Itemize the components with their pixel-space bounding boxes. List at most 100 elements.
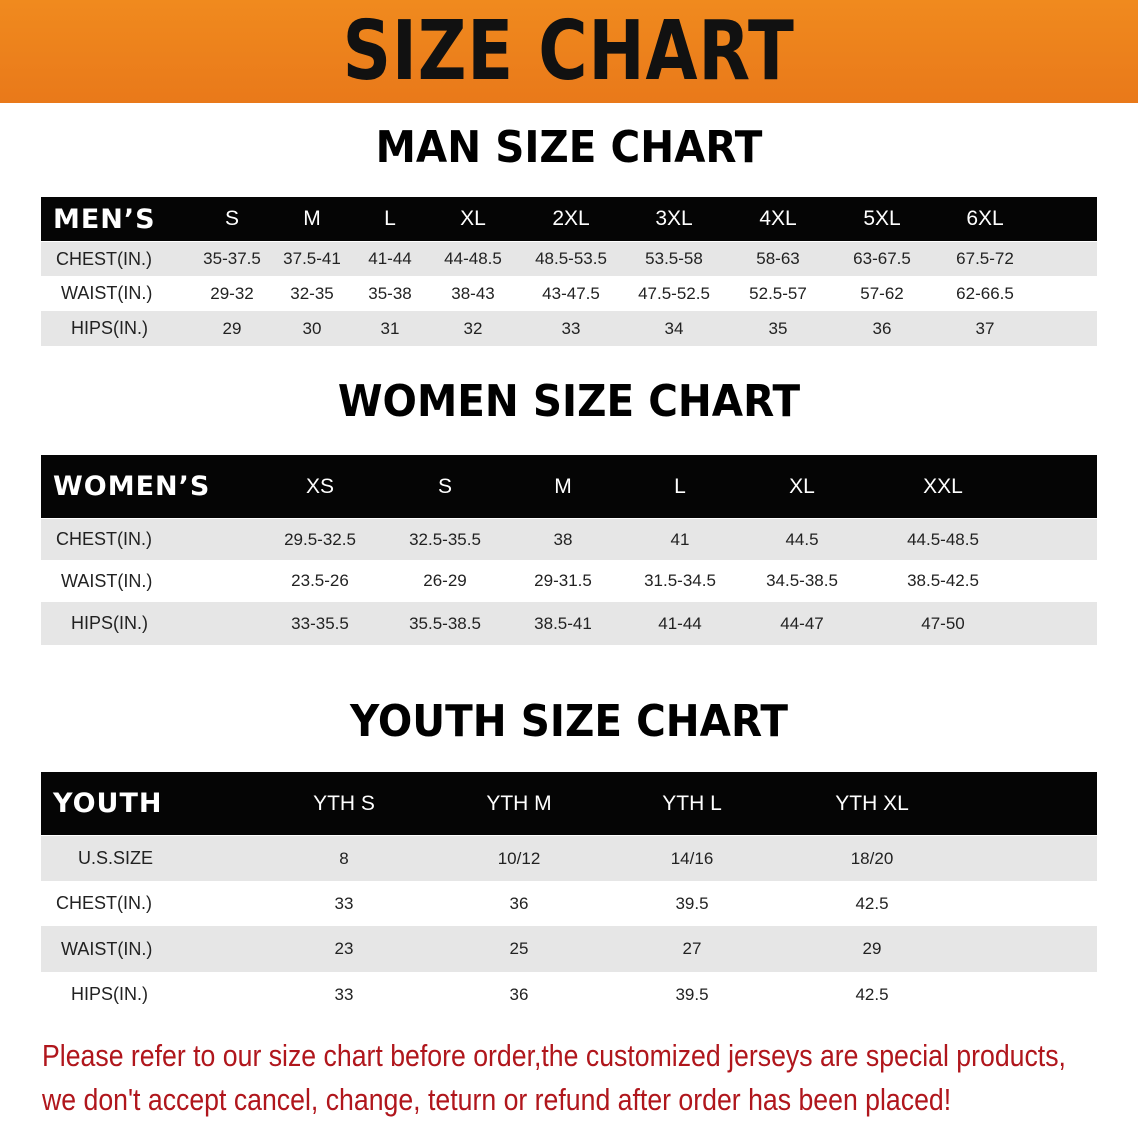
- size-header: M: [303, 207, 321, 230]
- size-header: YTH L: [662, 791, 722, 815]
- table-cell: 29: [222, 318, 242, 338]
- size-header: L: [674, 474, 686, 498]
- row-label: CHEST(IN.): [56, 248, 152, 269]
- table-cell: 32: [463, 318, 483, 338]
- table-cell: 41: [670, 529, 690, 549]
- table-cell: 48.5-53.5: [535, 249, 607, 268]
- table-header-row: YOUTH YTH S YTH M YTH L YTH XL: [41, 772, 1097, 835]
- table-cell: 14/16: [670, 848, 714, 868]
- table-row: CHEST(IN.) 29.5-32.5 32.5-35.5 38 41 44.5 44.5…: [41, 519, 1097, 560]
- table-cell: 23: [334, 939, 354, 958]
- table-cell: 36: [872, 318, 892, 338]
- banner: SIZE CHART: [0, 0, 1138, 103]
- table-cell: 26-29: [423, 571, 467, 590]
- table-cell: 36: [509, 893, 529, 913]
- table-header-label: WOMEN’S: [53, 471, 211, 502]
- table-cell: 44.5: [785, 529, 819, 549]
- table-cell: 44-48.5: [444, 249, 502, 268]
- table-cell: 44.5-48.5: [907, 529, 979, 549]
- table-cell: 38.5-41: [534, 613, 592, 633]
- table-cell: 27: [682, 939, 702, 958]
- table-cell: 32-35: [290, 283, 334, 303]
- row-label: HIPS(IN.): [71, 318, 149, 338]
- size-header: 4XL: [759, 207, 797, 230]
- youth-title: YOUTH SIZE CHART: [350, 696, 788, 747]
- table-cell: 33: [561, 318, 581, 338]
- table-row: HIPS(IN.) 29 30 31 32 33 34 35 36 37: [41, 311, 1097, 346]
- table-cell: 33: [334, 984, 354, 1004]
- table-cell: 31: [380, 318, 400, 338]
- table-cell: 10/12: [497, 848, 541, 868]
- table-cell: 29-32: [210, 283, 254, 303]
- table-cell: 47.5-52.5: [638, 283, 710, 303]
- table-cell: 41-44: [368, 249, 412, 268]
- table-cell: 42.5: [855, 984, 889, 1004]
- size-header: YTH XL: [835, 791, 909, 815]
- size-header: XS: [305, 474, 335, 498]
- size-header: 2XL: [552, 207, 590, 230]
- men-title: MAN SIZE CHART: [375, 122, 763, 173]
- notice-line-1: Please refer to our size chart before or…: [42, 1038, 1066, 1073]
- size-header: XXL: [923, 474, 963, 498]
- row-label: HIPS(IN.): [71, 613, 149, 633]
- table-cell: 29-31.5: [534, 571, 592, 590]
- row-label: WAIST(IN.): [61, 570, 153, 591]
- size-header: XL: [460, 207, 486, 230]
- table-cell: 38-43: [451, 283, 495, 303]
- table-header-row: MEN’S S M L XL 2XL 3XL 4XL 5XL 6XL: [41, 197, 1097, 241]
- size-header: M: [554, 474, 572, 498]
- size-header: S: [437, 474, 453, 498]
- table-cell: 36: [509, 984, 529, 1004]
- banner-title: SIZE CHART: [342, 4, 796, 99]
- table-cell: 42.5: [855, 893, 889, 913]
- table-cell: 35.5-38.5: [409, 613, 481, 633]
- size-header: YTH S: [313, 791, 375, 815]
- table-row: CHEST(IN.) 35-37.5 37.5-41 41-44 44-48.5 48.5…: [41, 242, 1097, 276]
- table-cell: 44-47: [780, 613, 824, 633]
- size-header: L: [384, 207, 396, 230]
- table-cell: 37: [975, 318, 995, 338]
- table-row: HIPS(IN.) 33 36 39.5 42.5: [41, 972, 1097, 1017]
- size-header: XL: [789, 474, 815, 498]
- row-label: HIPS(IN.): [71, 984, 149, 1004]
- table-cell: 35-37.5: [203, 249, 261, 268]
- table-header-label: MEN’S: [53, 203, 156, 235]
- size-header: 6XL: [966, 207, 1004, 230]
- notice-line-2: we don't accept cancel, change, teturn o…: [42, 1082, 952, 1117]
- table-row: CHEST(IN.) 33 36 39.5 42.5: [41, 881, 1097, 926]
- table-header-label: YOUTH: [53, 788, 163, 819]
- table-cell: 57-62: [860, 283, 904, 303]
- table-cell: 29.5-32.5: [284, 529, 356, 549]
- table-cell: 34: [664, 318, 684, 338]
- table-cell: 25: [509, 939, 529, 958]
- table-cell: 35: [768, 318, 788, 338]
- table-cell: 39.5: [675, 984, 709, 1004]
- table-cell: 30: [302, 318, 322, 338]
- table-cell: 43-47.5: [542, 283, 600, 303]
- table-cell: 62-66.5: [956, 283, 1014, 303]
- table-header-row: WOMEN’S XS S M L XL XXL: [41, 455, 1097, 518]
- table-cell: 52.5-57: [749, 283, 807, 303]
- row-label: WAIST(IN.): [61, 283, 153, 303]
- table-cell: 32.5-35.5: [409, 529, 481, 549]
- table-cell: 33: [334, 893, 354, 913]
- table-cell: 23.5-26: [291, 571, 349, 590]
- table-cell: 41-44: [658, 613, 702, 633]
- table-row: U.S.SIZE 8 10/12 14/16 18/20: [41, 836, 1097, 881]
- women-title: WOMEN SIZE CHART: [337, 376, 801, 427]
- table-cell: 18/20: [850, 848, 894, 868]
- table-row: WAIST(IN.) 29-32 32-35 35-38 38-43 43-47.5 47.…: [41, 276, 1097, 311]
- table-cell: 35-38: [368, 283, 412, 303]
- table-cell: 38: [553, 529, 573, 549]
- table-cell: 38.5-42.5: [907, 571, 979, 590]
- table-cell: 63-67.5: [853, 249, 911, 268]
- size-header: YTH M: [486, 791, 552, 815]
- size-header: S: [224, 207, 240, 230]
- table-cell: 33-35.5: [291, 613, 349, 633]
- table-cell: 34.5-38.5: [766, 571, 838, 590]
- row-label: CHEST(IN.): [56, 893, 152, 913]
- size-header: 3XL: [655, 207, 693, 230]
- table-cell: 37.5-41: [283, 249, 341, 268]
- table-cell: 53.5-58: [645, 249, 703, 268]
- table-row: WAIST(IN.) 23 25 27 29: [41, 926, 1097, 972]
